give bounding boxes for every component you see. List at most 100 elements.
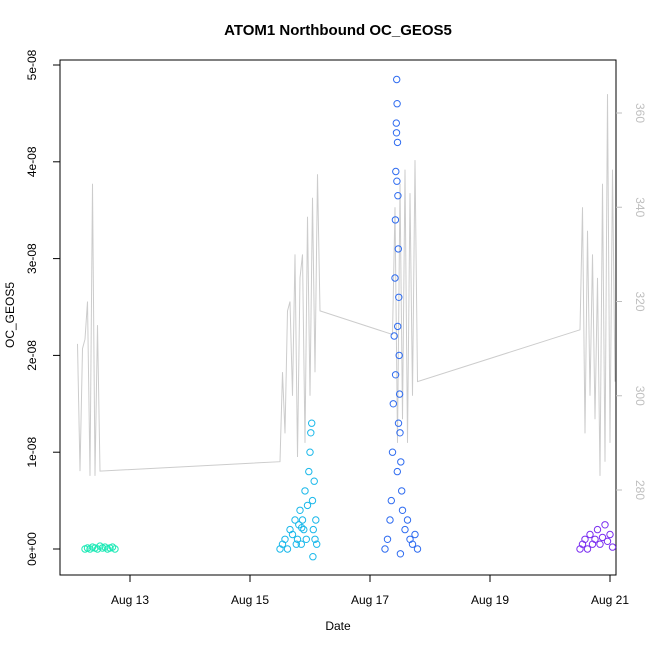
scatter-point — [394, 245, 402, 253]
scatter-point — [391, 274, 399, 282]
y-axis-label: OC_GEOS5 — [3, 282, 17, 348]
scatter-point — [583, 545, 592, 553]
scatter-point — [308, 496, 317, 505]
x-axis-tick-label: Aug 13 — [111, 593, 149, 607]
scatter-point — [305, 467, 313, 476]
y-axis-tick-label: 0e+00 — [25, 532, 39, 566]
scatter-point — [394, 322, 402, 331]
scatter-point — [394, 192, 402, 200]
y-axis: 0e+00 1e-08 2e-08 3e-08 4e-08 5e-08 — [25, 49, 61, 566]
scatter-point — [598, 533, 607, 542]
x-axis-tick-label: Aug 17 — [351, 593, 389, 607]
scatter-point — [388, 448, 397, 456]
scatter-point — [396, 550, 405, 558]
series-line — [77, 94, 616, 476]
scatter-point — [283, 545, 292, 553]
scatter-point — [397, 458, 405, 466]
scatter-point — [395, 351, 403, 360]
scatter-point — [603, 537, 612, 545]
right-axis: 280 300 320 340 360 — [616, 103, 647, 500]
scatter-point — [391, 216, 400, 224]
x-axis-tick-label: Aug 15 — [231, 593, 269, 607]
scatter-point — [411, 530, 419, 539]
scatter-point — [581, 535, 589, 543]
scatter-point — [381, 545, 389, 553]
x-axis-tick-label: Aug 21 — [591, 593, 629, 607]
scatter-point — [309, 553, 317, 561]
scatter-point — [386, 516, 394, 524]
scatter-point — [293, 535, 302, 543]
scatter-point — [601, 521, 609, 529]
scatter-point — [383, 535, 392, 543]
scatter-point — [309, 525, 317, 534]
line-layer — [77, 94, 616, 476]
scatter-point — [596, 540, 604, 548]
scatter-point — [606, 530, 614, 539]
scatter-point — [311, 535, 319, 543]
scatter-point — [300, 525, 308, 534]
scatter-point — [398, 506, 407, 514]
scatter-point — [393, 177, 401, 185]
scatter-point — [392, 167, 400, 176]
scatter-point — [310, 477, 318, 485]
x-axis-tick-label: Aug 19 — [471, 593, 509, 607]
scatter-point — [393, 138, 402, 147]
scatter-point — [586, 530, 594, 539]
scatter-point — [398, 487, 406, 495]
scatter-point — [298, 516, 307, 524]
right-axis-tick-label: 320 — [633, 291, 647, 311]
scatter-point — [302, 535, 310, 543]
chart-title: ATOM1 Northbound OC_GEOS5 — [224, 22, 452, 39]
right-axis-tick-label: 300 — [633, 386, 647, 406]
y-axis-tick-label: 3e-08 — [25, 243, 39, 274]
scatter-point — [408, 540, 417, 548]
scatter-point — [291, 516, 299, 524]
plot-frame — [59, 59, 617, 576]
scatter-point — [395, 390, 404, 398]
scatter-point — [608, 543, 617, 551]
scatter-point — [394, 419, 403, 427]
scatter-point — [392, 129, 401, 137]
scatter-point — [393, 75, 401, 84]
scatter-point — [390, 332, 398, 340]
scatter-point — [297, 540, 305, 548]
scatter-point — [313, 540, 321, 548]
scatter-point — [389, 400, 397, 408]
scatter-point — [298, 524, 306, 532]
scatter-point — [396, 429, 404, 437]
scatter-point — [306, 448, 314, 456]
scatter-point — [591, 535, 599, 543]
scatter-point — [281, 535, 289, 543]
y-axis-tick-label: 2e-08 — [25, 340, 39, 371]
scatter-point — [393, 100, 401, 108]
x-axis: Aug 13 Aug 15 Aug 17 Aug 19 Aug 21 — [111, 574, 629, 607]
right-axis-tick-label: 280 — [633, 480, 647, 500]
scatter-point — [288, 530, 297, 539]
scatter-point — [303, 501, 312, 510]
scatter-point — [403, 516, 412, 524]
scatter-point — [413, 545, 422, 553]
scatter-layer — [81, 75, 617, 561]
scatter-point — [593, 525, 602, 534]
scatter-point — [387, 496, 395, 505]
scatter-point — [296, 506, 304, 514]
scatter-point — [312, 516, 320, 524]
y-axis-tick-label: 1e-08 — [25, 437, 39, 468]
scatter-point — [292, 540, 300, 548]
y-axis-tick-label: 5e-08 — [25, 49, 39, 80]
scatter-point — [401, 525, 409, 534]
scatter-point — [393, 467, 401, 476]
x-axis-label: Date — [325, 619, 351, 633]
right-axis-tick-label: 360 — [633, 103, 647, 123]
y-axis-tick-label: 4e-08 — [25, 146, 39, 177]
scatter-point — [111, 545, 119, 553]
scatter-point — [391, 371, 400, 379]
scatter-point — [392, 119, 400, 127]
scatter-point — [395, 293, 403, 301]
scatter-point — [308, 419, 316, 427]
right-axis-tick-label: 340 — [633, 197, 647, 217]
scatter-point — [307, 429, 315, 437]
scatter-point — [301, 487, 309, 495]
